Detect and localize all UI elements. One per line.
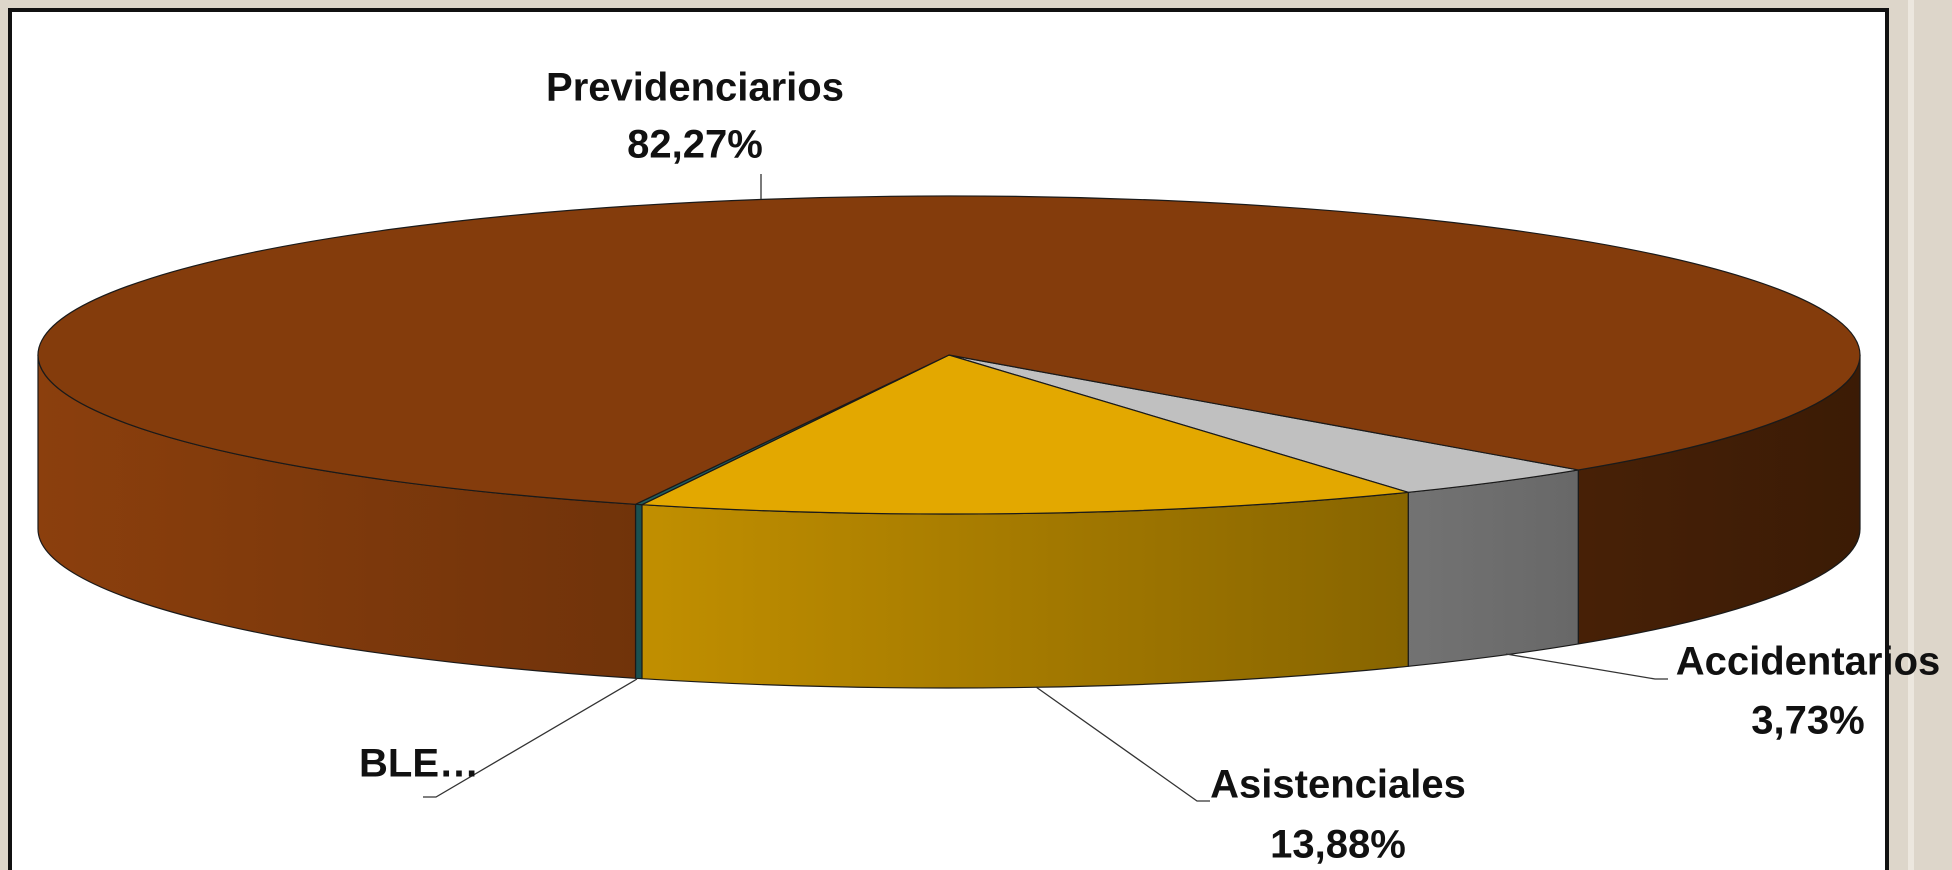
value-label: 82,27%: [627, 123, 763, 167]
category-label: Previdenciarios: [546, 66, 844, 110]
side-strip: [1908, 0, 1914, 870]
leader-line: [1505, 653, 1668, 680]
slice-side: [634, 503, 643, 680]
category-label: Asistenciales: [1210, 763, 1466, 807]
value-label: 3,73%: [1751, 699, 1864, 743]
slice-top: [641, 354, 1409, 515]
category-label: BLE…: [359, 742, 479, 786]
leader-line: [423, 678, 638, 798]
slice-top: [37, 195, 1861, 505]
leader-line: [1035, 686, 1210, 802]
category-label: Accidentarios: [1676, 640, 1941, 684]
slice-side: [641, 491, 1409, 689]
slice-side: [1407, 469, 1579, 667]
value-label: 13,88%: [1270, 823, 1406, 867]
slice-top: [948, 354, 1579, 493]
